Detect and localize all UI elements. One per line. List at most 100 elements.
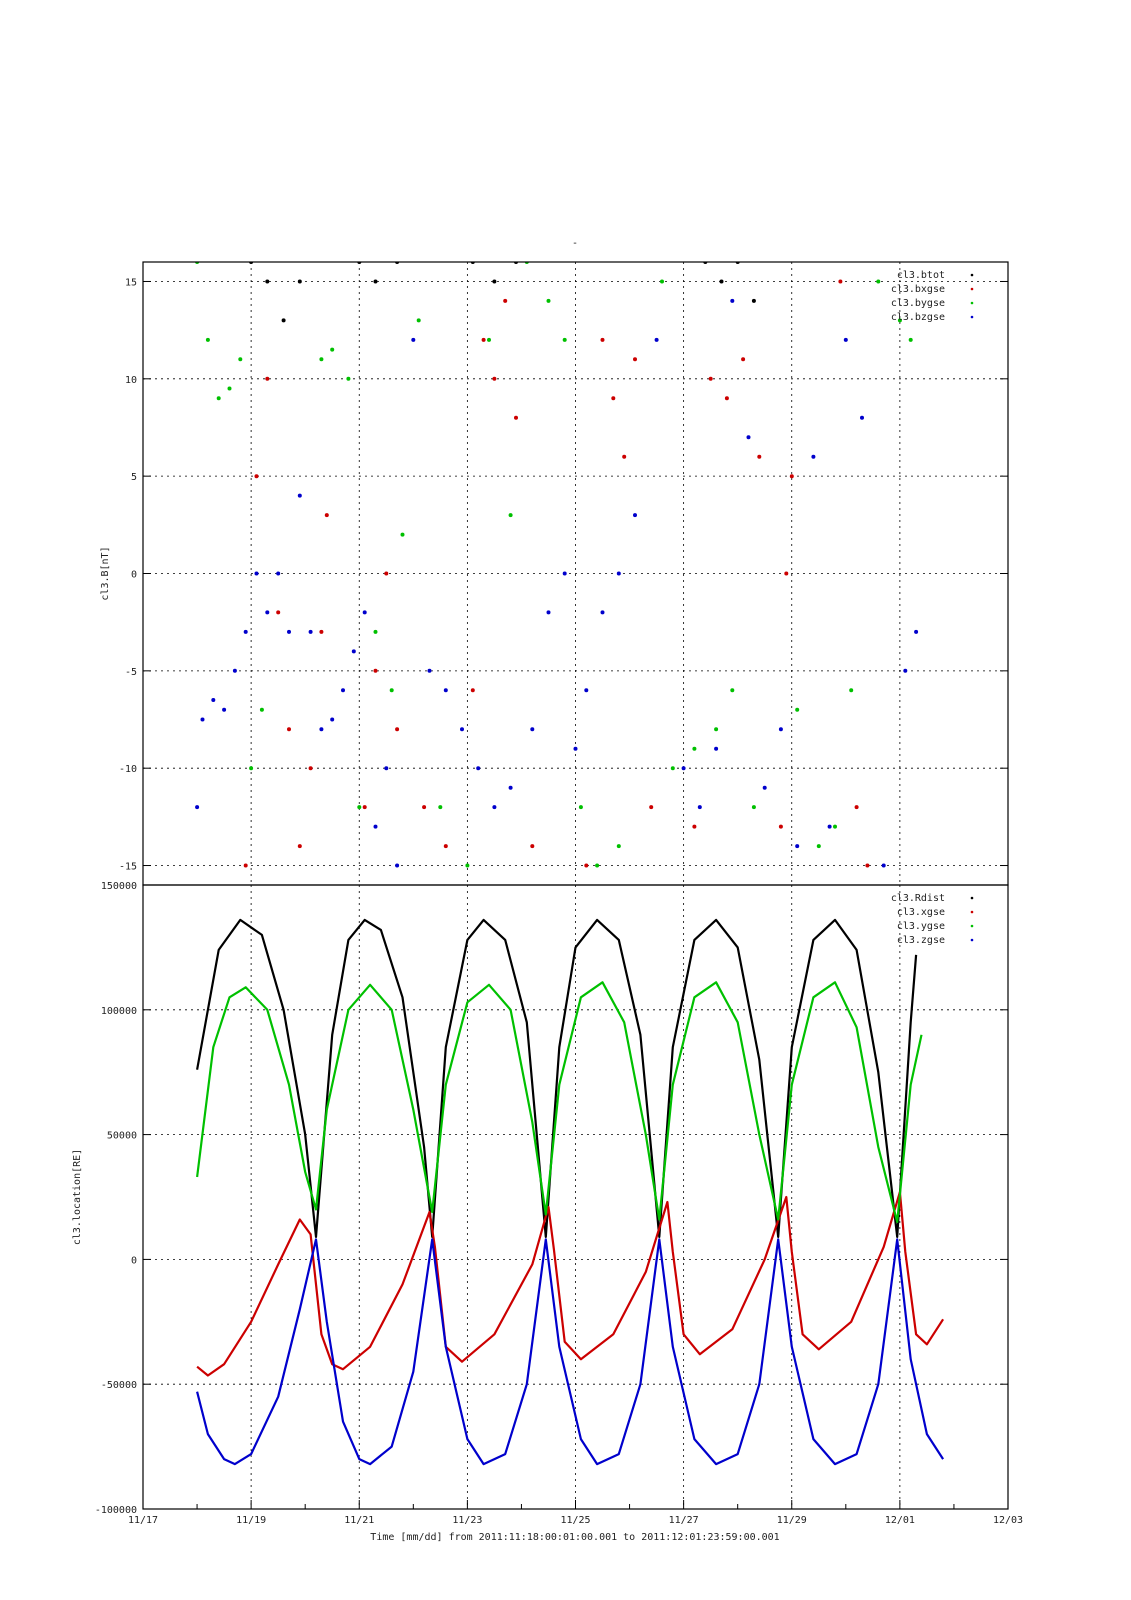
data-point-cl3-bzgse [362, 610, 367, 615]
data-point-cl3-bygse [578, 805, 583, 810]
y-tick-label: 150000 [101, 881, 137, 892]
data-point-cl3-bygse [508, 513, 513, 518]
legend-label: cl3.btot [897, 270, 945, 281]
y-tick-label: 15 [125, 277, 137, 288]
x-tick-label: 11/19 [236, 1515, 266, 1526]
data-point-cl3-bygse [908, 337, 913, 342]
x-tick-label: 12/01 [885, 1515, 915, 1526]
data-point-cl3-bzgse [443, 688, 448, 693]
data-point-cl3-bzgse [195, 805, 200, 810]
data-point-cl3-bxgse [297, 844, 302, 849]
data-point-cl3-bxgse [384, 571, 389, 576]
data-point-cl3-bygse [692, 746, 697, 751]
data-point-cl3-bygse [319, 357, 324, 362]
data-point-cl3-bxgse [276, 610, 281, 615]
data-point-cl3-bzgse [562, 571, 567, 576]
legend-marker [970, 273, 974, 277]
data-point-cl3-bxgse [481, 337, 486, 342]
data-point-cl3-bzgse [222, 707, 227, 712]
legend-label: cl3.Rdist [891, 893, 945, 904]
data-point-cl3-bzgse [616, 571, 621, 576]
data-point-cl3-bygse [816, 844, 821, 849]
y-tick-label: 5 [131, 472, 137, 483]
data-point-cl3-btot [751, 298, 756, 303]
data-point-cl3-bzgse [860, 415, 864, 420]
legend-label: cl3.xgse [897, 907, 945, 918]
data-point-cl3-bzgse [546, 610, 551, 615]
data-point-cl3-bxgse [778, 824, 783, 829]
series-line-cl3-xgse [196, 1190, 945, 1377]
data-point-cl3-bzgse [730, 298, 735, 303]
data-point-cl3-bzgse [254, 571, 259, 576]
data-point-cl3-bygse [373, 629, 378, 634]
data-point-cl3-bxgse [362, 805, 367, 810]
data-point-cl3-bzgse [633, 513, 637, 518]
x-tick-label: 11/17 [128, 1515, 158, 1526]
data-point-cl3-bxgse [708, 376, 713, 381]
data-point-cl3-bxgse [503, 298, 508, 303]
data-point-cl3-btot [281, 318, 286, 323]
data-point-cl3-bxgse [373, 668, 378, 673]
data-point-cl3-bygse [205, 337, 210, 342]
x-tick-label: 11/29 [777, 1515, 807, 1526]
data-point-cl3-bygse [238, 357, 243, 362]
data-point-cl3-bxgse [254, 474, 259, 479]
data-point-cl3-bxgse [838, 279, 843, 284]
data-point-cl3-bygse [660, 279, 664, 284]
x-tick-label: 11/21 [344, 1515, 374, 1526]
data-point-cl3-bxgse [319, 629, 324, 634]
data-point-cl3-bxgse [865, 863, 870, 868]
data-point-cl3-bxgse [784, 571, 789, 576]
data-point-cl3-bxgse [308, 766, 313, 771]
data-point-cl3-bxgse [741, 357, 746, 362]
data-point-cl3-bygse [438, 805, 443, 810]
data-point-cl3-bxgse [514, 415, 518, 420]
data-point-cl3-bygse [259, 707, 264, 712]
data-point-cl3-bzgse [654, 337, 659, 342]
data-point-cl3-bzgse [811, 454, 816, 459]
data-point-cl3-bxgse [443, 844, 448, 849]
data-point-cl3-bzgse [762, 785, 767, 790]
legend-marker [970, 910, 974, 914]
y-tick-label: 10 [125, 375, 137, 386]
data-point-cl3-bzgse [460, 727, 464, 732]
x-tick-label: 11/25 [560, 1515, 590, 1526]
data-point-cl3-bzgse [881, 863, 886, 868]
legend-marker [970, 924, 974, 928]
data-point-cl3-bzgse [778, 727, 783, 732]
data-point-cl3-bzgse [600, 610, 605, 615]
data-point-cl3-bxgse [470, 688, 475, 693]
data-point-cl3-bzgse [276, 571, 281, 576]
legend-marker [970, 938, 974, 942]
data-point-cl3-bzgse [265, 610, 270, 615]
data-point-cl3-bygse [714, 727, 719, 732]
data-point-cl3-bygse [249, 766, 254, 771]
data-point-cl3-btot [492, 279, 497, 284]
data-point-cl3-bzgse [232, 668, 237, 673]
y-axis-label: cl3.location[RE] [72, 1149, 83, 1245]
x-tick-label: 11/27 [669, 1515, 699, 1526]
data-point-cl3-bxgse [287, 727, 291, 732]
data-point-cl3-bygse [833, 824, 837, 829]
data-point-cl3-bygse [216, 396, 221, 401]
data-point-cl3-bzgse [395, 863, 400, 868]
data-point-cl3-bygse [357, 805, 362, 810]
y-tick-label: -10 [119, 764, 137, 775]
legend-marker [970, 896, 974, 900]
location-panel: 150000 100000 50000 0 -50000 -100000 cl3.locat… [72, 881, 1009, 1516]
y-tick-label: 0 [131, 1255, 137, 1266]
data-point-cl3-bzgse [697, 805, 702, 810]
data-point-cl3-bxgse [757, 454, 762, 459]
data-point-cl3-bygse [616, 844, 621, 849]
data-point-cl3-btot [373, 279, 378, 284]
data-point-cl3-bygse [330, 347, 335, 352]
data-point-cl3-bxgse [854, 805, 859, 810]
time-axis: 11/17 11/19 11/21 11/23 11/25 11/27 11/29 12/01… [128, 1500, 1023, 1526]
y-tick-label: -50000 [101, 1380, 137, 1391]
data-point-cl3-bygse [562, 337, 567, 342]
legend-label: cl3.bxgse [891, 284, 945, 295]
data-point-cl3-bzgse [573, 746, 578, 751]
time-axis-label: Time [mm/dd] from 2011:11:18:00:01:00.00… [370, 1532, 779, 1543]
legend-label: cl3.bygse [891, 298, 945, 309]
data-point-cl3-bzgse [411, 337, 416, 342]
